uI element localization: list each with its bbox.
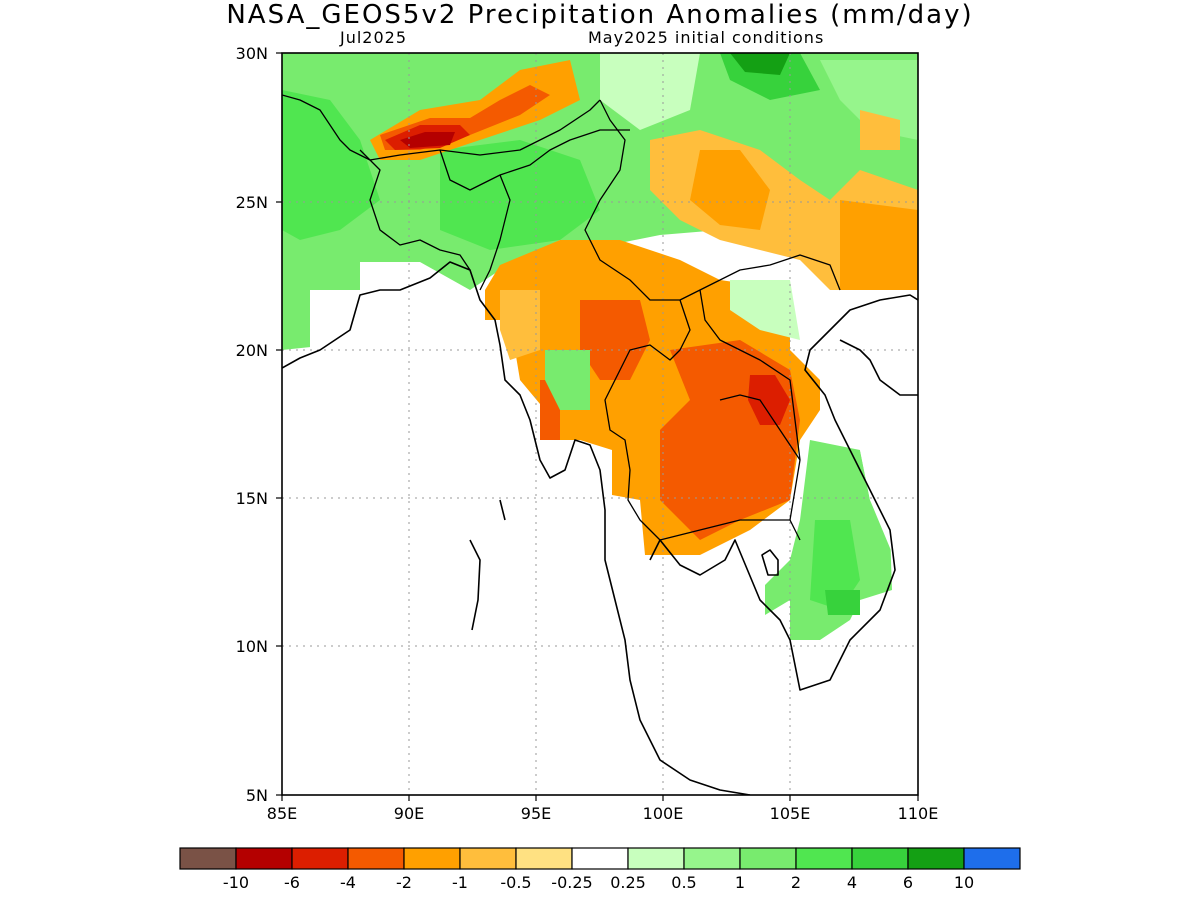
x-tick-label: 85E (267, 804, 297, 823)
country-borders (282, 94, 841, 541)
colorbar-label: -0.5 (500, 873, 531, 892)
wet-region-light-north (600, 53, 700, 130)
forecast-month-label: Jul2025 (340, 28, 408, 47)
x-tick-label: 100E (643, 804, 684, 823)
colorbar-swatch (235, 847, 293, 870)
dry-region-laos-thailand (660, 340, 800, 540)
wet-region-vietnam-core (825, 590, 860, 615)
colorbar-label: -10 (223, 873, 249, 892)
y-tick-label: 10N (236, 637, 268, 656)
colorbar-swatch (459, 847, 517, 870)
dry-region-east-orange (840, 200, 918, 290)
colorbar-label: 2 (791, 873, 801, 892)
coastlines (282, 261, 918, 795)
y-tick-label: 20N (236, 341, 268, 360)
wet-region-northwest-strong (282, 90, 380, 240)
dry-region-laos-core (748, 375, 790, 425)
colorbar-swatch (683, 847, 741, 870)
x-tick-label: 90E (394, 804, 424, 823)
dry-region-ne-small (860, 110, 900, 150)
colorbar-swatch (907, 847, 965, 870)
x-tick-label: 110E (898, 804, 939, 823)
colorbar-label: -6 (284, 873, 300, 892)
anomaly-field (282, 53, 918, 795)
colorbar-swatch (347, 847, 405, 870)
map-title: NASA_GEOS5v2 Precipitation Anomalies (mm… (226, 0, 974, 30)
ocean-mask-gulf-of-thailand (640, 560, 800, 795)
colorbar-swatch (851, 847, 909, 870)
colorbar-label: 6 (903, 873, 913, 892)
colorbar-label: -0.25 (551, 873, 592, 892)
initial-conditions-label: May2025 initial conditions (588, 28, 825, 47)
wet-region-northeast-max (730, 53, 790, 75)
plot-frame (281, 52, 919, 796)
colorbar: -10 -6 -4 -2 -1 -0.5 -0.25 0.25 0.5 1 2 4 6 10 (179, 847, 1021, 892)
y-tick-label: 30N (236, 44, 268, 63)
x-tick-marks (281, 795, 919, 801)
colorbar-swatch (515, 847, 573, 870)
y-tick-label: 15N (236, 489, 268, 508)
colorbar-label: -1 (452, 873, 468, 892)
ocean-mask-south-china-sea (800, 290, 918, 795)
colorbar-label: 10 (954, 873, 974, 892)
x-tick-label: 95E (521, 804, 551, 823)
colorbar-label: -4 (340, 873, 356, 892)
ocean-mask-bay-of-bengal (282, 285, 640, 795)
dry-region-light-west (500, 290, 540, 360)
dry-region-orange-strong (580, 300, 650, 380)
colorbar-label: 0.5 (671, 873, 696, 892)
colorbar-swatch (571, 847, 629, 870)
wet-region-myanmar-patch (545, 350, 590, 410)
wet-region-central-strong (440, 140, 600, 250)
dry-region-china-orange (690, 150, 770, 230)
dry-region-himalaya-max (400, 132, 455, 148)
wet-region-laos-light (730, 280, 800, 340)
colorbar-swatch (403, 847, 461, 870)
gridlines (282, 53, 918, 795)
y-tick-label: 5N (246, 786, 268, 805)
colorbar-swatch (627, 847, 685, 870)
colorbar-label: -2 (396, 873, 412, 892)
colorbar-label: 4 (847, 873, 857, 892)
colorbar-swatch (795, 847, 853, 870)
x-tick-label: 105E (770, 804, 811, 823)
colorbar-swatch (739, 847, 797, 870)
colorbar-swatch (291, 847, 349, 870)
wet-region-vietnam-strong (810, 520, 860, 610)
colorbar-label: 0.25 (610, 873, 646, 892)
wet-region-west (282, 262, 360, 350)
colorbar-swatch (179, 847, 237, 870)
y-tick-label: 25N (236, 193, 268, 212)
colorbar-label: 1 (735, 873, 745, 892)
y-tick-marks (276, 52, 282, 796)
colorbar-swatch (963, 847, 1021, 870)
